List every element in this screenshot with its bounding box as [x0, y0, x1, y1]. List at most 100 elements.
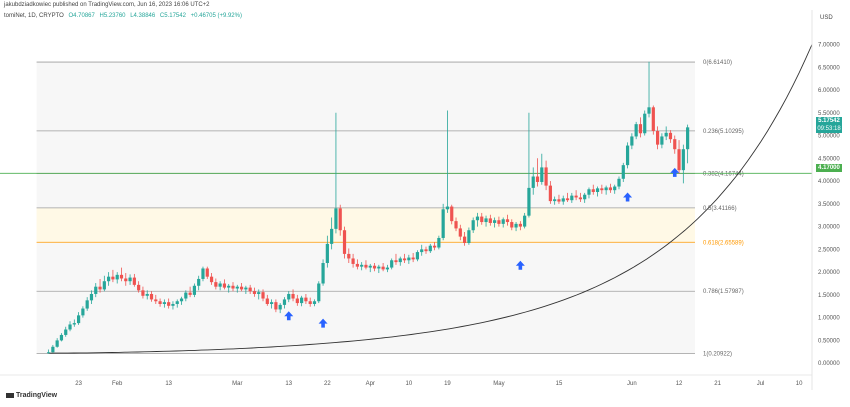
countdown-label: 09:53:18 — [817, 126, 841, 132]
candle-body — [445, 206, 450, 210]
candle-body — [308, 301, 312, 304]
candle-body — [458, 228, 462, 237]
candle-body — [244, 287, 248, 290]
y-tick-label: 0.50000 — [818, 338, 840, 344]
curve-line — [48, 44, 813, 354]
candle-body — [141, 290, 145, 296]
candle-body — [111, 276, 115, 280]
symbol-label: tomiNet, 1D, CRYPTO — [4, 13, 64, 19]
candle-body — [355, 263, 359, 267]
candle-body — [175, 301, 179, 304]
candle-body — [583, 194, 587, 200]
candle-body — [94, 286, 98, 294]
x-tick-label: Jun — [627, 381, 637, 387]
candle-body — [527, 187, 531, 216]
tradingview-logo[interactable]: TradingView — [6, 392, 57, 399]
candle-body — [467, 230, 471, 243]
candle-body — [145, 293, 149, 296]
candle-body — [317, 283, 321, 302]
candle-body — [437, 237, 441, 248]
fib-label: 0.382(4.16744) — [703, 171, 744, 177]
candle-body — [201, 268, 205, 279]
level-price-box: 4.17000 — [816, 164, 842, 172]
candle-body — [574, 195, 578, 198]
candle-body — [325, 243, 329, 264]
candle-body — [514, 223, 518, 228]
candle-body — [548, 185, 552, 202]
y-tick-label: 1.50000 — [818, 293, 840, 299]
y-tick-label: 4.00000 — [818, 179, 840, 185]
candle-body — [604, 187, 608, 191]
candle-body — [360, 264, 364, 267]
fib-label: 0.786(1.57987) — [703, 289, 744, 295]
y-tick-label: 5.00000 — [818, 134, 840, 140]
candle-body — [209, 276, 214, 283]
y-tick-label: 6.50000 — [818, 65, 840, 71]
candle-body — [578, 197, 582, 200]
candle-body — [634, 124, 638, 137]
candle-body — [673, 139, 677, 150]
x-tick-label: 21 — [714, 381, 721, 387]
candle-body — [368, 265, 372, 268]
y-tick-label: 5.50000 — [818, 111, 840, 117]
candle-body — [128, 277, 132, 282]
candle-body — [287, 293, 291, 300]
candle-body — [300, 297, 304, 304]
blue-arrow-up-icon — [515, 260, 525, 270]
tradingview-logo-icon — [6, 392, 14, 398]
candle-body — [505, 219, 510, 223]
x-tick-label: 13 — [285, 381, 292, 387]
candle-body — [544, 167, 548, 186]
blue-arrow-up-icon — [670, 167, 680, 177]
candle-body — [278, 304, 282, 310]
open-value: O4.70867 — [68, 13, 95, 19]
candle-body — [557, 199, 561, 202]
candle-body — [450, 206, 454, 222]
candle-body — [235, 286, 239, 289]
candle-body — [184, 292, 188, 299]
candle-body — [411, 257, 415, 260]
fib-label: 1(0.20922) — [703, 352, 732, 358]
x-tick-label: 19 — [444, 381, 451, 387]
candle-body — [231, 285, 235, 289]
candle-body — [46, 352, 51, 354]
candle-body — [681, 149, 685, 171]
currency-label: USD — [820, 15, 833, 21]
candle-body — [312, 301, 317, 304]
candle-body — [668, 132, 673, 140]
candle-body — [330, 228, 334, 244]
candle-body — [265, 298, 269, 304]
x-tick-label: May — [493, 381, 504, 387]
candle-body — [660, 136, 664, 145]
candle-body — [656, 130, 660, 145]
candle-body — [625, 145, 630, 166]
candle-body — [432, 245, 437, 248]
candle-body — [497, 220, 501, 224]
candle-body — [347, 253, 351, 259]
candle-body — [621, 165, 625, 179]
candle-body — [197, 278, 201, 286]
y-tick-label: 7.00000 — [818, 42, 840, 48]
candle-body — [98, 286, 102, 290]
blue-arrow-up-icon — [318, 318, 328, 328]
candle-body — [124, 278, 128, 282]
blue-arrow-up-icon — [623, 192, 633, 202]
last-price-box: 5.17542 09:53:18 — [816, 117, 842, 133]
x-tick-label: 12 — [676, 381, 683, 387]
candle-body — [158, 301, 162, 304]
candle-body — [119, 274, 124, 279]
candle-body — [154, 299, 158, 302]
x-tick-label: Jul — [757, 381, 765, 387]
candle-body — [149, 293, 154, 300]
candle-body — [484, 218, 488, 223]
y-tick-label: 3.00000 — [818, 225, 840, 231]
candle-body — [252, 291, 257, 294]
candle-body — [531, 176, 535, 188]
candle-body — [334, 208, 338, 229]
candle-body — [85, 300, 89, 309]
candle-body — [561, 198, 565, 202]
candle-body — [664, 132, 668, 137]
fib-band — [36, 291, 696, 354]
fib-band — [36, 173, 696, 208]
